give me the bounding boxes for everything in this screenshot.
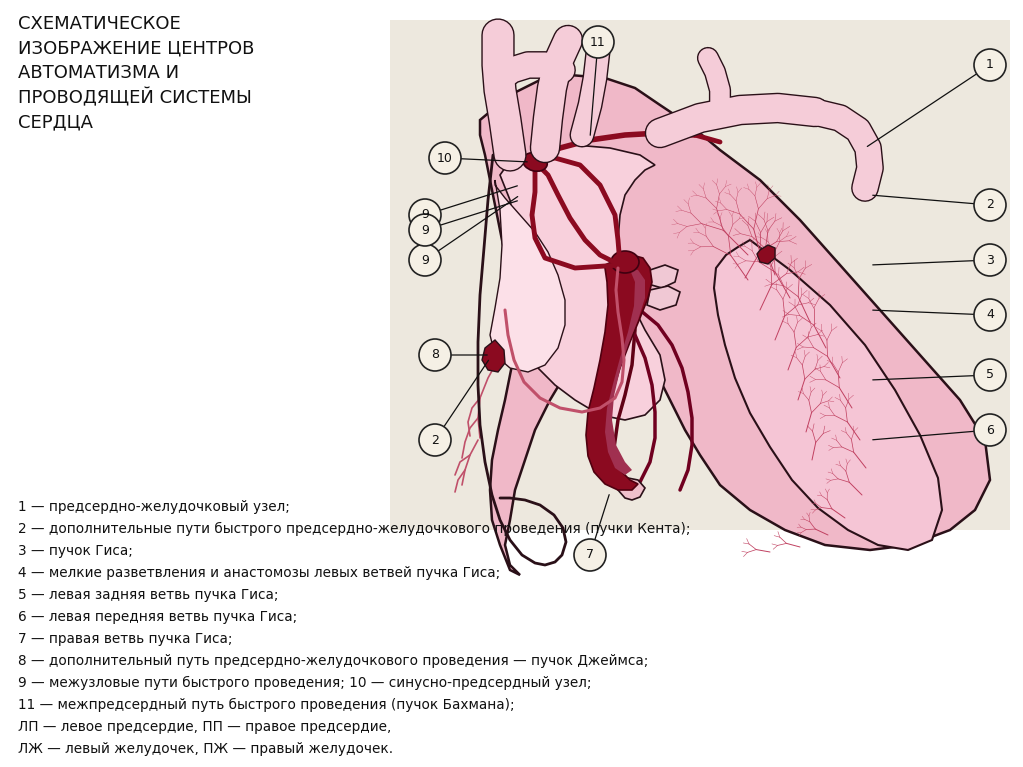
Text: 11 — межпредсердный путь быстрого проведения (пучок Бахмана);: 11 — межпредсердный путь быстрого провед… — [18, 698, 515, 712]
Text: 4 — мелкие разветвления и анастомозы левых ветвей пучка Гиса;: 4 — мелкие разветвления и анастомозы лев… — [18, 566, 500, 580]
Polygon shape — [618, 478, 644, 500]
Polygon shape — [490, 180, 565, 372]
Polygon shape — [586, 255, 652, 490]
Circle shape — [974, 359, 1006, 391]
Circle shape — [574, 539, 606, 571]
Text: 9: 9 — [421, 223, 429, 236]
Circle shape — [974, 244, 1006, 276]
Text: 9 — межузловые пути быстрого проведения; 10 — синусно-предсердный узел;: 9 — межузловые пути быстрого проведения;… — [18, 676, 591, 690]
Circle shape — [409, 244, 441, 276]
Circle shape — [419, 424, 451, 456]
Text: 9: 9 — [421, 254, 429, 266]
Circle shape — [429, 142, 461, 174]
Text: 7: 7 — [586, 548, 594, 561]
Circle shape — [974, 299, 1006, 331]
Text: 2: 2 — [431, 433, 439, 446]
Polygon shape — [480, 75, 990, 575]
Circle shape — [409, 214, 441, 246]
Circle shape — [974, 49, 1006, 81]
Text: 2: 2 — [986, 199, 994, 212]
Ellipse shape — [611, 251, 639, 273]
Text: 5 — левая задняя ветвь пучка Гиса;: 5 — левая задняя ветвь пучка Гиса; — [18, 588, 278, 602]
Text: 6: 6 — [986, 423, 994, 436]
Polygon shape — [605, 268, 644, 475]
Circle shape — [582, 26, 614, 58]
Text: 8 — дополнительный путь предсердно-желудочкового проведения — пучок Джеймса;: 8 — дополнительный путь предсердно-желуд… — [18, 654, 649, 668]
Text: 4: 4 — [986, 308, 994, 321]
Polygon shape — [648, 265, 678, 288]
Ellipse shape — [523, 153, 547, 171]
Text: 6 — левая передняя ветвь пучка Гиса;: 6 — левая передняя ветвь пучка Гиса; — [18, 610, 298, 624]
Text: 9: 9 — [421, 209, 429, 222]
Text: 7 — правая ветвь пучка Гиса;: 7 — правая ветвь пучка Гиса; — [18, 632, 232, 646]
Text: 10: 10 — [437, 152, 453, 164]
Bar — [390, 20, 1010, 530]
Text: ЛЖ — левый желудочек, ПЖ — правый желудочек.: ЛЖ — левый желудочек, ПЖ — правый желудо… — [18, 742, 393, 756]
Circle shape — [419, 339, 451, 371]
Circle shape — [974, 414, 1006, 446]
Polygon shape — [757, 245, 775, 264]
Text: СХЕМАТИЧЕСКОЕ
ИЗОБРАЖЕНИЕ ЦЕНТРОВ
АВТОМАТИЗМА И
ПРОВОДЯЩЕЙ СИСТЕМЫ
СЕРДЦА: СХЕМАТИЧЕСКОЕ ИЗОБРАЖЕНИЕ ЦЕНТРОВ АВТОМА… — [18, 15, 255, 132]
Polygon shape — [647, 286, 680, 310]
Text: 1: 1 — [986, 58, 994, 71]
Text: 8: 8 — [431, 348, 439, 361]
Circle shape — [409, 199, 441, 231]
Text: 11: 11 — [590, 35, 606, 48]
Text: 1 — предсердно-желудочковый узел;: 1 — предсердно-желудочковый узел; — [18, 500, 290, 514]
Polygon shape — [482, 340, 505, 372]
Text: 2 — дополнительные пути быстрого предсердно-желудочкового проведения (пучки Кент: 2 — дополнительные пути быстрого предсер… — [18, 522, 691, 536]
Text: 5: 5 — [986, 368, 994, 381]
Text: 3 — пучок Гиса;: 3 — пучок Гиса; — [18, 544, 133, 558]
Circle shape — [974, 189, 1006, 221]
Polygon shape — [500, 145, 665, 420]
Text: ЛП — левое предсердие, ПП — правое предсердие,: ЛП — левое предсердие, ПП — правое предс… — [18, 720, 392, 734]
Text: 3: 3 — [986, 254, 994, 266]
Polygon shape — [714, 240, 942, 550]
